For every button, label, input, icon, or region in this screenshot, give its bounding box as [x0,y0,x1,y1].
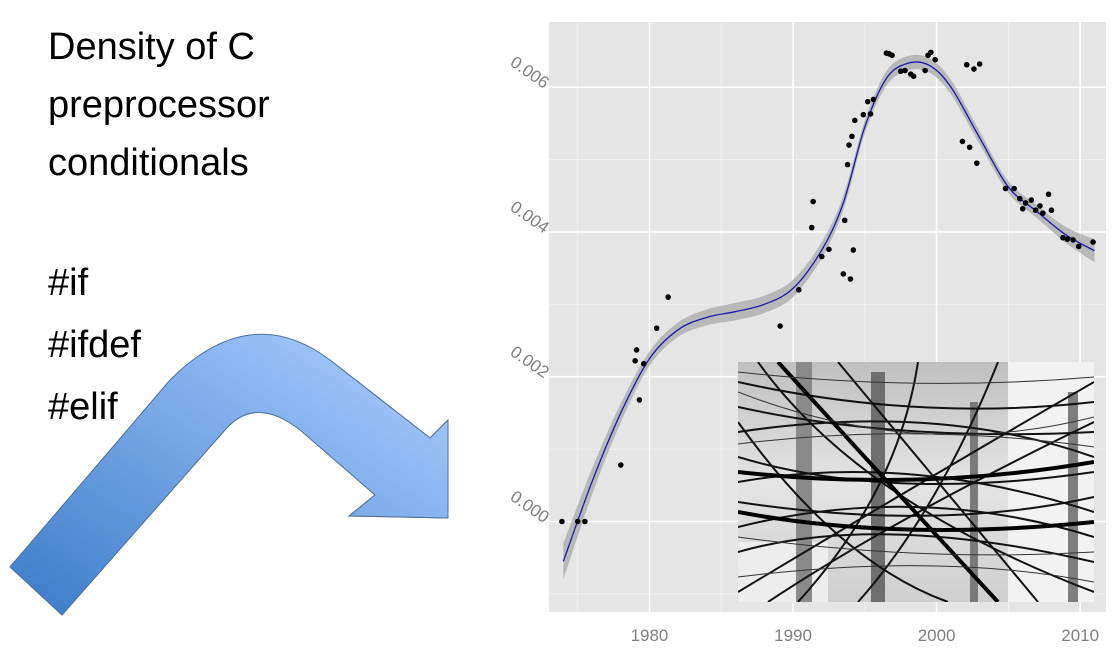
data-point [971,66,977,72]
data-point [617,462,624,468]
data-point [665,294,671,300]
y-tick-label: 0.000 [507,487,553,527]
data-point [559,518,565,525]
directive-ifdef: #ifdef [48,324,141,366]
x-tick-label: 2010 [1061,626,1099,645]
data-point [808,224,815,231]
data-point [1028,197,1035,203]
tangled-wires-photo [738,362,1094,602]
data-point [1060,234,1066,241]
data-point [574,518,581,525]
data-point [928,49,934,56]
data-point [653,325,660,332]
directive-elif: #elif [48,386,118,428]
y-tick-label: 0.006 [507,52,553,92]
data-point [1019,205,1026,212]
data-point [850,247,857,253]
data-point [1075,243,1082,250]
data-point [966,144,973,151]
y-axis-ticks: 0.000 0.002 0.004 0.006 [507,52,553,526]
title-line-1: Density of C [48,26,255,68]
data-point [910,73,917,80]
data-point [1017,195,1023,202]
data-point [632,357,638,364]
data-point [818,253,825,260]
data-point [922,67,928,74]
smooth-line [562,61,1095,562]
data-point [849,133,855,140]
data-point [1070,237,1076,243]
data-point [1022,200,1029,206]
x-tick-label: 2000 [918,626,956,645]
data-point [897,68,904,75]
directive-if: #if [48,262,89,304]
y-tick-label: 0.004 [507,197,553,237]
curved-arrow-graphic [9,333,449,616]
data-points [559,49,1096,525]
data-point [810,198,816,205]
data-point [864,98,871,105]
data-point [851,117,858,124]
data-point [1002,185,1009,192]
data-point [1048,207,1055,214]
data-point [633,347,640,353]
x-tick-label: 1990 [774,626,812,645]
y-tick-label: 0.002 [507,342,553,382]
data-point [841,217,848,224]
data-point [902,67,908,74]
data-point [844,161,851,168]
title-line-3: conditionals [48,142,249,184]
data-point [1011,185,1017,192]
data-point [847,276,854,282]
data-point [1045,191,1052,198]
data-point [1032,207,1039,214]
data-point [840,271,847,277]
data-point [870,96,877,103]
data-point [867,111,874,117]
data-point [640,360,647,367]
data-point [777,323,783,329]
data-point [889,52,895,59]
data-point [1037,203,1043,209]
data-point [959,138,966,145]
data-point [1040,210,1046,216]
x-axis-ticks: 1980 1990 2000 2010 [631,626,1099,645]
data-point [860,111,867,118]
data-point [636,397,643,403]
title-line-2: preprocessor [48,84,270,126]
data-point [973,160,980,166]
data-point [932,56,938,63]
slide-title: Density of C preprocessor conditionals [48,18,428,192]
data-point [826,246,832,253]
data-point [1090,239,1096,245]
directive-list: #if #ifdef #elif [48,252,141,438]
x-tick-label: 1980 [631,626,669,645]
data-point [963,61,970,68]
data-point [846,142,852,148]
data-point [795,287,802,293]
data-point [1064,236,1071,242]
data-point [976,61,983,67]
data-point [582,518,588,525]
